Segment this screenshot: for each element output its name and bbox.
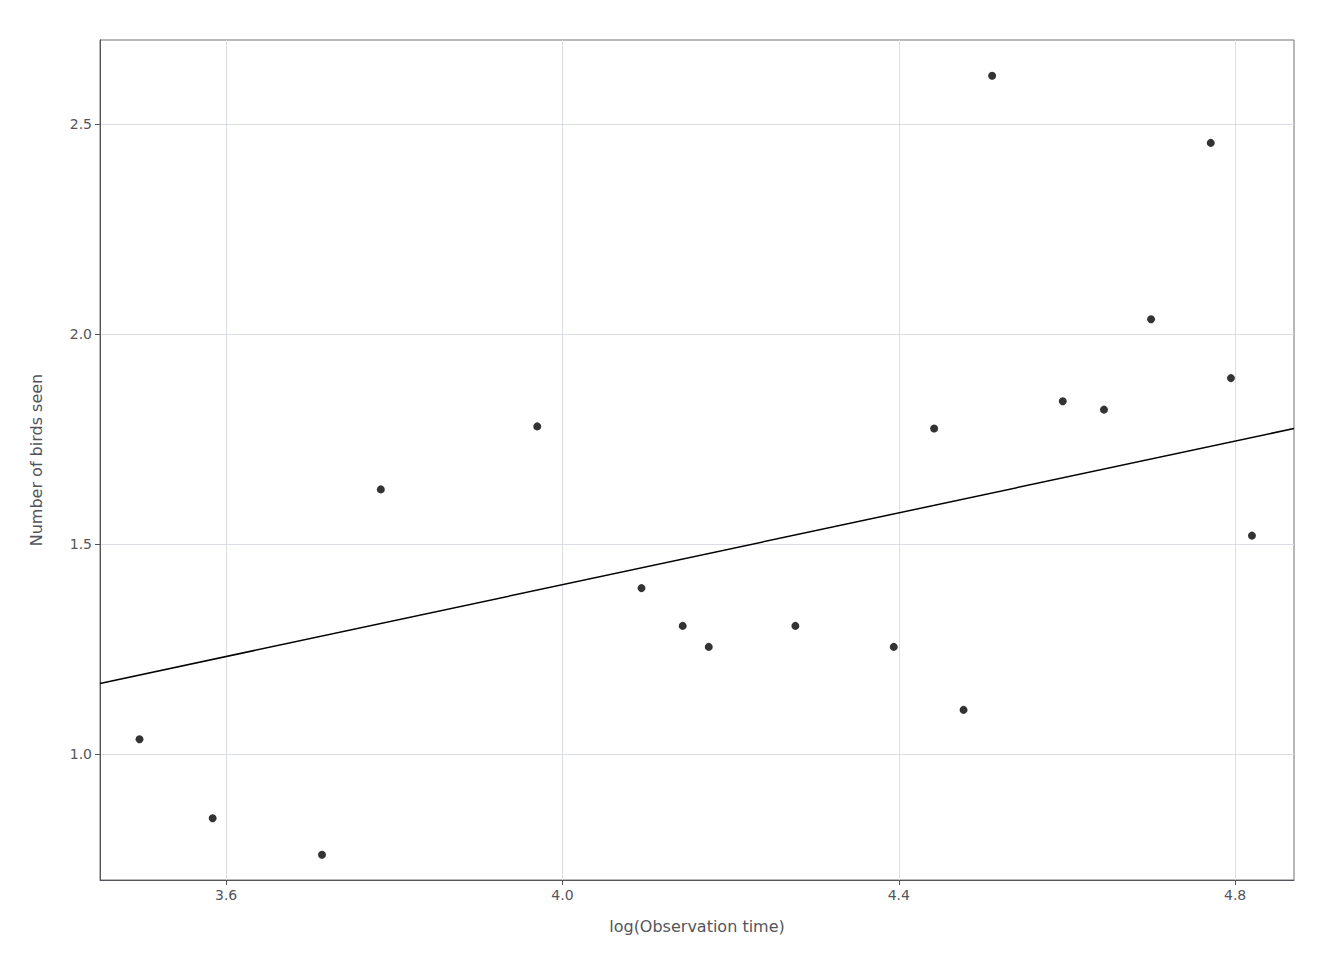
svg-text:3.6: 3.6 <box>215 887 237 903</box>
svg-text:1.5: 1.5 <box>70 536 92 552</box>
svg-text:2.5: 2.5 <box>70 116 92 132</box>
svg-text:log(Observation time): log(Observation time) <box>609 917 785 936</box>
svg-text:4.0: 4.0 <box>551 887 573 903</box>
svg-text:2.0: 2.0 <box>70 326 92 342</box>
svg-text:Number of birds seen: Number of birds seen <box>27 374 46 547</box>
svg-text:4.8: 4.8 <box>1224 887 1246 903</box>
svg-text:4.4: 4.4 <box>888 887 910 903</box>
svg-text:1.0: 1.0 <box>70 746 92 762</box>
